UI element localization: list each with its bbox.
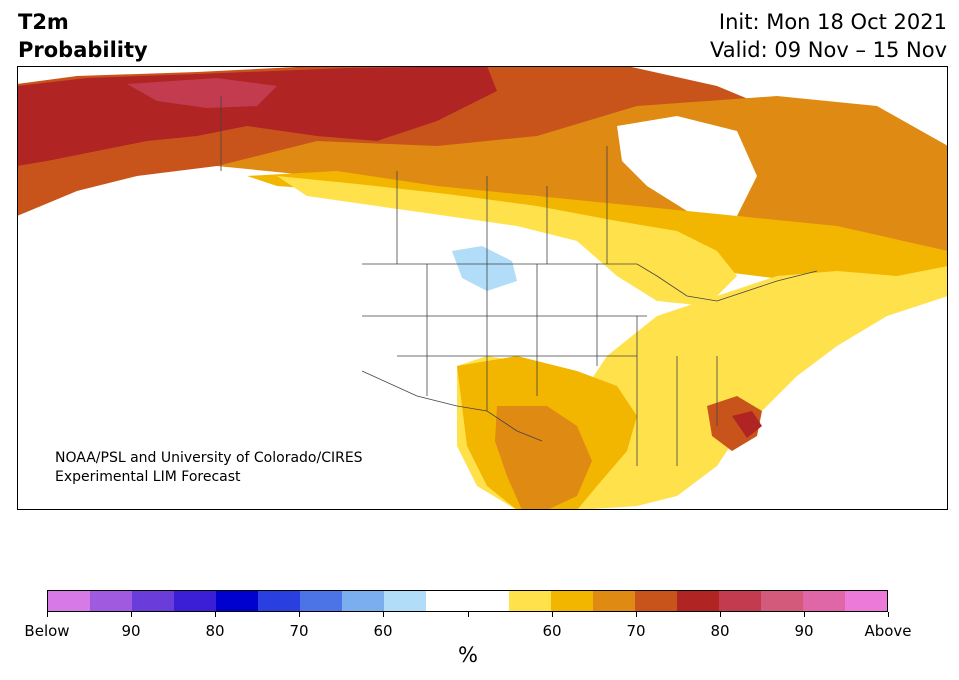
colorbar-tick [383, 612, 384, 617]
credit-line1: NOAA/PSL and University of Colorado/CIRE… [55, 450, 363, 466]
colorbar-segment [509, 591, 552, 611]
colorbar-tick-label: 70 [289, 622, 309, 640]
colorbar-tick-label: Below [24, 622, 70, 640]
atlantic-ocean [737, 296, 948, 510]
colorbar-tick [131, 612, 132, 617]
colorbar-ticks: Below 90 80 70 60 60 70 80 90 Above [0, 612, 959, 642]
colorbar-segment [173, 591, 216, 611]
valid-dates: Valid: 09 Nov – 15 Nov [710, 38, 947, 62]
colorbar-tick [888, 612, 889, 617]
title-type: Probability [18, 38, 148, 62]
colorbar-tick-label: Above [864, 622, 912, 640]
boundaries [220, 96, 818, 466]
forecast-dates: Init: Mon 18 Oct 2021 Valid: 09 Nov – 15… [710, 8, 947, 64]
region-above-80-southeast [707, 396, 762, 451]
colorbar-tick [299, 612, 300, 617]
probability-map [17, 66, 948, 510]
colorbar-segment [257, 591, 300, 611]
region-above-90-southeast [732, 411, 762, 438]
hudson-bay [617, 116, 757, 216]
map-frame [17, 66, 948, 510]
us-mexico-border [361, 370, 543, 442]
colorbar-segment [803, 591, 846, 611]
region-above-90-north [17, 66, 497, 166]
colorbar-tick-label: 60 [542, 622, 562, 640]
region-below-60 [452, 246, 517, 291]
colorbar-tick [47, 612, 48, 617]
colorbar-segment [761, 591, 804, 611]
init-date: Init: Mon 18 Oct 2021 [718, 10, 947, 34]
region-above-95-north [127, 78, 277, 108]
colorbar-segment [89, 591, 132, 611]
colorbar-segment [677, 591, 720, 611]
colorbar-tick [720, 612, 721, 617]
colorbar-segment [299, 591, 342, 611]
colorbar-segment [383, 591, 426, 611]
colorbar-tick [468, 612, 469, 617]
colorbar-tick [804, 612, 805, 617]
colorbar-tick-label: 70 [626, 622, 646, 640]
colorbar-tick-label: 80 [205, 622, 225, 640]
colorbar-tick [215, 612, 216, 617]
region-above-70-canada [217, 96, 948, 256]
colorbar-segment [131, 591, 174, 611]
colorbar-tick-label: 60 [373, 622, 393, 640]
colorbar-segment [551, 591, 594, 611]
colorbar-segment [845, 591, 888, 611]
credit-line2: Experimental LIM Forecast [55, 469, 241, 485]
colorbar-tick-label: 90 [121, 622, 141, 640]
pacific-ocean [17, 176, 497, 510]
colorbar-tick [636, 612, 637, 617]
title-variable: T2m [18, 10, 69, 34]
colorbar-segment [215, 591, 258, 611]
colorbar-tick-label: 90 [794, 622, 814, 640]
colorbar-segment [635, 591, 678, 611]
colorbar-segment [593, 591, 636, 611]
colorbar [47, 590, 888, 612]
colorbar-segment [467, 591, 510, 611]
map-title: T2m Probability [18, 8, 148, 64]
us-canada-border [362, 263, 818, 302]
region-above-50-canada [277, 176, 737, 306]
colorbar-tick [552, 612, 553, 617]
colorbar-segment [341, 591, 384, 611]
colorbar-segment [48, 591, 90, 611]
state-lines [362, 264, 718, 466]
colorbar-segment [719, 591, 762, 611]
colorbar-tick-label: 80 [710, 622, 730, 640]
province-lines [396, 146, 608, 264]
credit-text: NOAA/PSL and University of Colorado/CIRE… [55, 449, 363, 487]
colorbar-unit: % [458, 643, 478, 667]
colorbar-segment [425, 591, 468, 611]
